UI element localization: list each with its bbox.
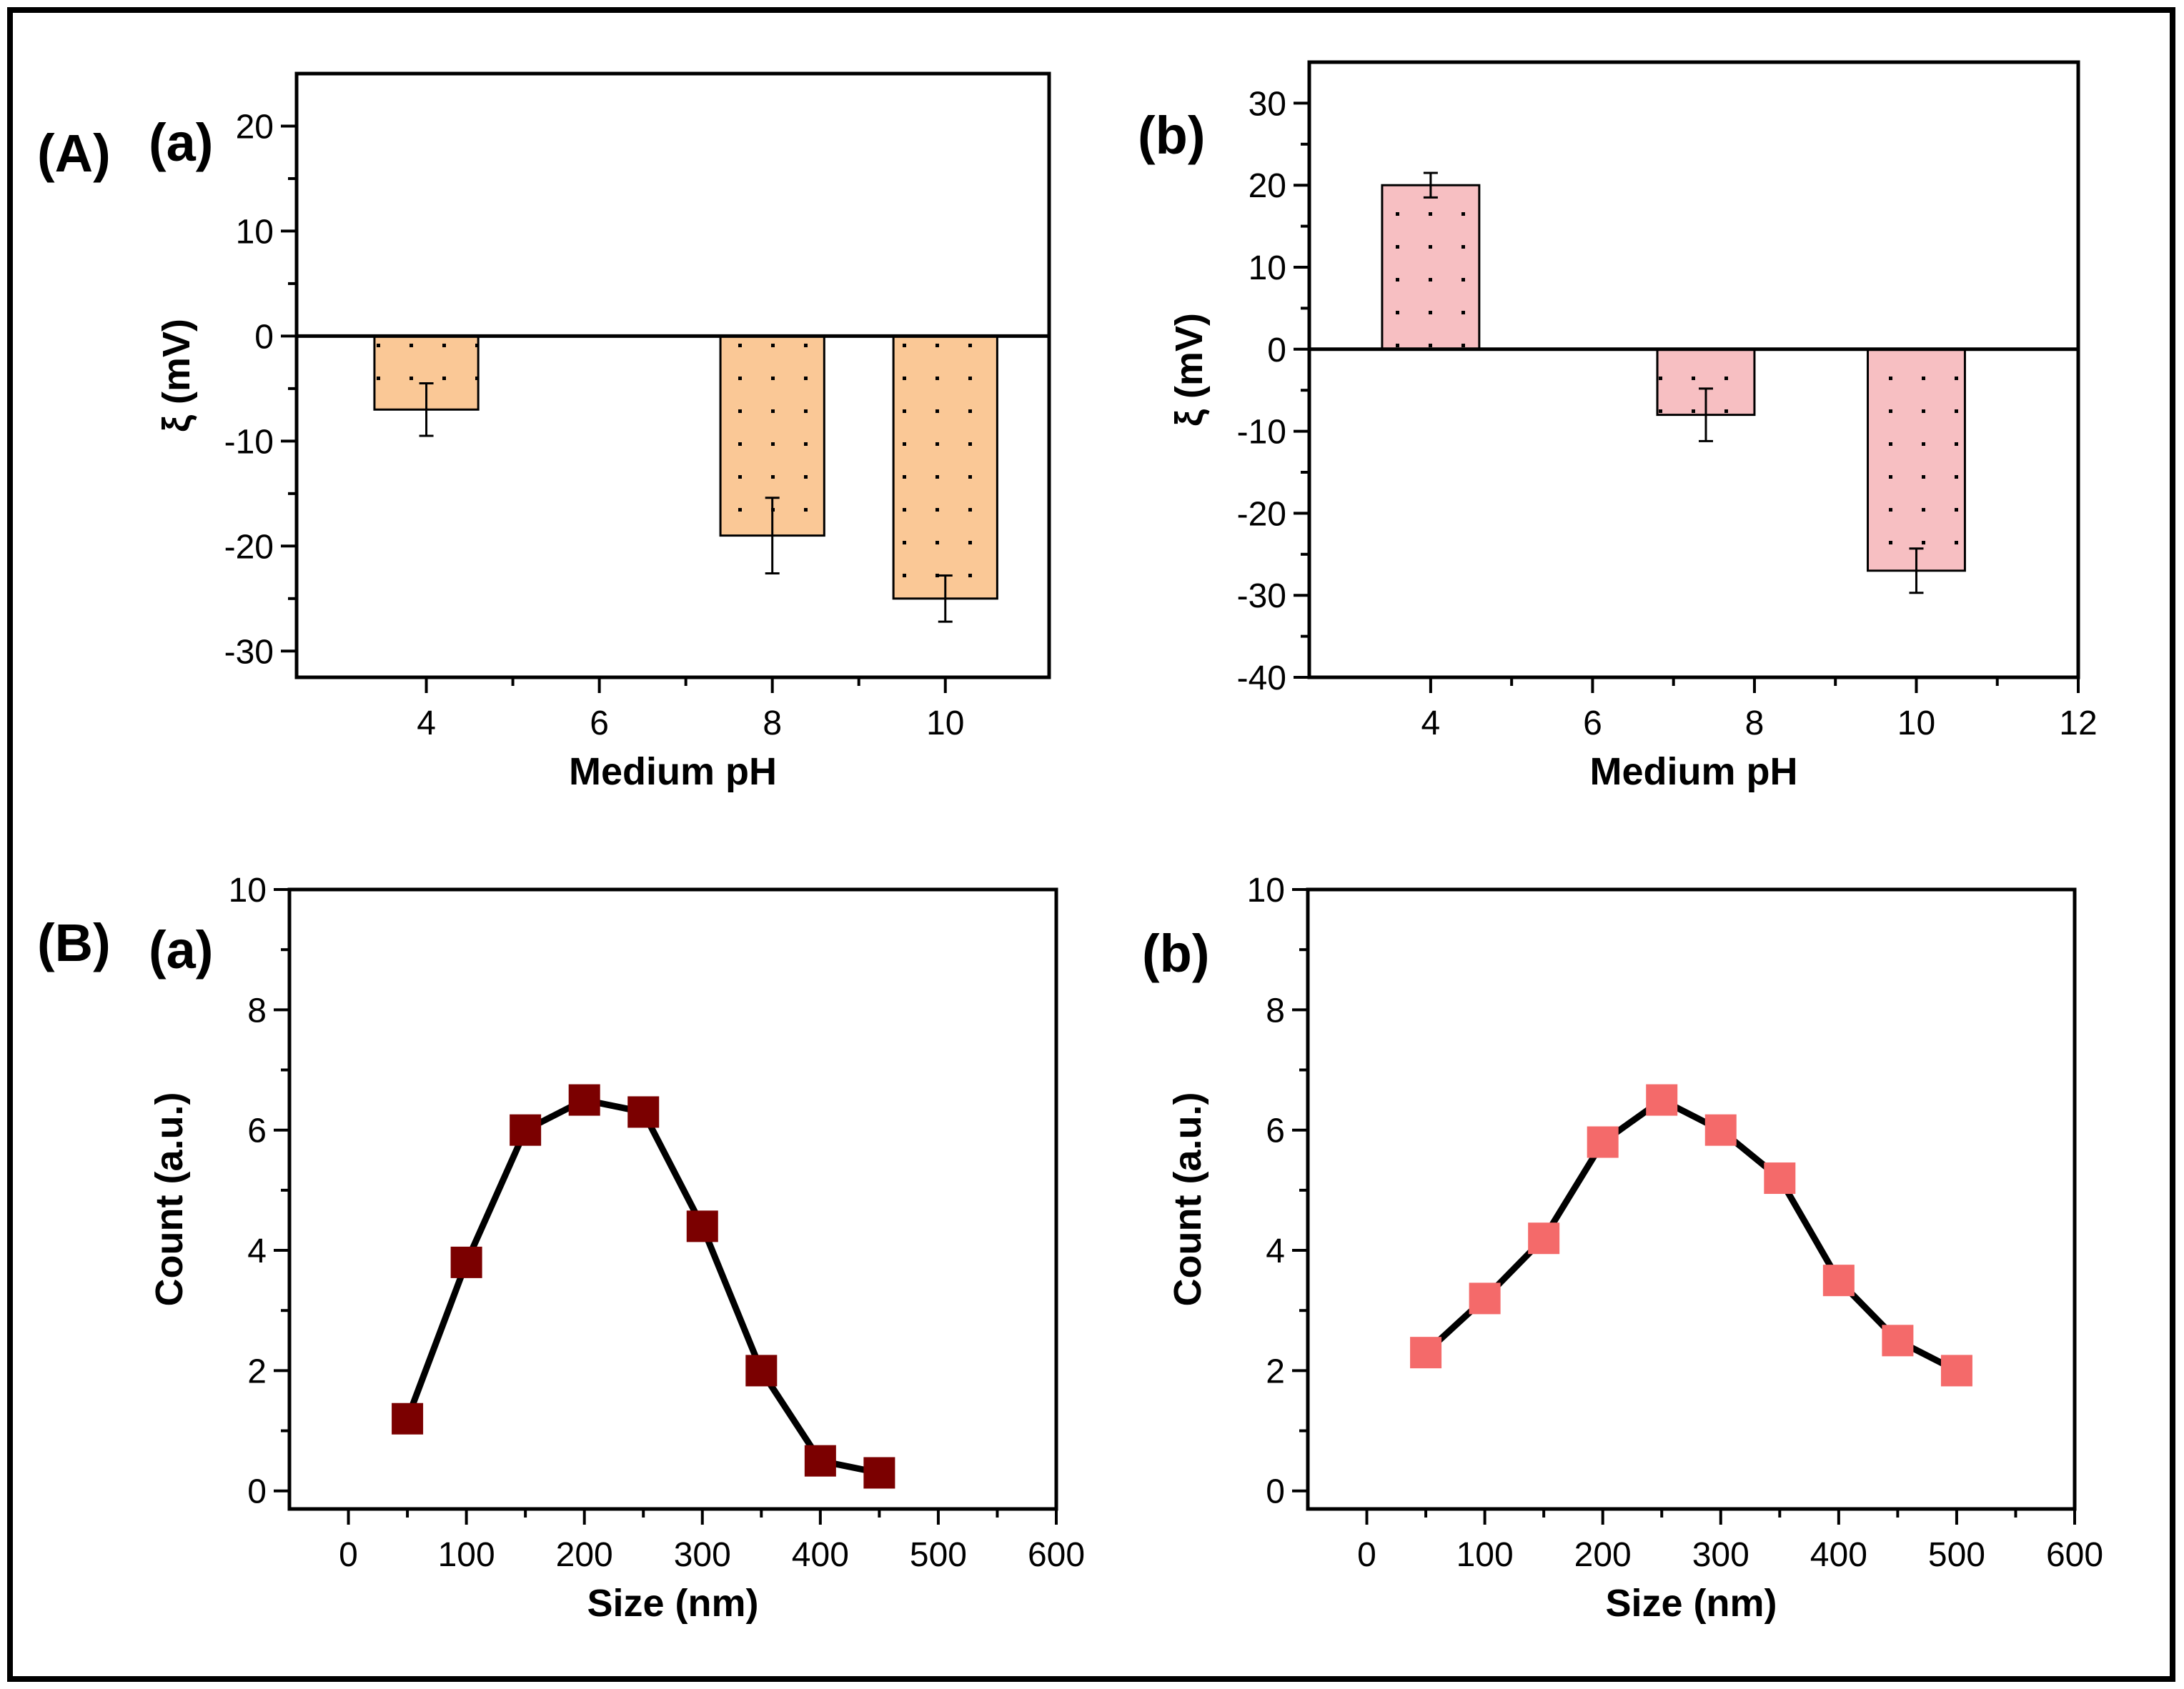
x-tick-label: 500: [1928, 1536, 1985, 1574]
y-tick-label: 10: [1247, 872, 1285, 910]
chart-A-b: 4 6 8 10 12 -40 -30 -20 -10 0 10 20 30 Medium pH ξ (mV…: [1138, 60, 2098, 793]
x-tick-label: 6: [590, 704, 609, 742]
data-point: [450, 1246, 482, 1278]
data-point: [1940, 1355, 1972, 1387]
chart-B-a: 0 100 200 300 400 500 600 0 2 4 6 8 10 Size (nm) Count…: [148, 872, 1085, 1625]
data-point: [1469, 1282, 1501, 1315]
plot-frame: [294, 71, 1051, 679]
data-point: [863, 1457, 895, 1489]
y-tick-label: 10: [1249, 249, 1286, 287]
x-tick-label: 10: [1897, 704, 1935, 742]
plot-frame: [287, 887, 1058, 1511]
bar-pattern: [893, 336, 998, 599]
y-tick-label: -10: [224, 423, 274, 461]
y-tick-label: 6: [1266, 1112, 1285, 1150]
x-tick-label: 8: [763, 704, 782, 742]
x-tick-label: 500: [910, 1536, 967, 1574]
x-tick-label: 6: [1583, 704, 1602, 742]
plot-frame: [1307, 60, 2080, 679]
y-tick-label: 0: [1266, 1473, 1285, 1511]
x-tick-label: 600: [1028, 1536, 1085, 1574]
data-point: [804, 1445, 836, 1477]
y-tick-label: -40: [1237, 659, 1286, 697]
bar-pattern: [1381, 185, 1479, 349]
data-point: [510, 1114, 542, 1146]
y-tick-label: -20: [224, 528, 274, 566]
panel-label: (a): [149, 920, 213, 980]
data-point: [1528, 1222, 1560, 1255]
panel-label: (a): [149, 113, 213, 172]
data-point: [392, 1402, 424, 1435]
y-tick-label: 6: [247, 1112, 267, 1150]
y-tick-label: -20: [1237, 495, 1286, 533]
y-axis-title: ξ (mV): [155, 319, 198, 432]
y-tick-label: 10: [229, 872, 267, 910]
y-tick-label: 4: [1266, 1232, 1285, 1270]
y-tick-label: 0: [254, 318, 274, 356]
panel-label: (b): [1142, 924, 1210, 983]
data-point: [568, 1084, 600, 1116]
y-axis-title: ξ (mV): [1168, 313, 1211, 427]
y-axis-title: Count (a.u.): [1166, 1092, 1209, 1307]
data-point: [745, 1355, 778, 1387]
x-tick-label: 400: [792, 1536, 849, 1574]
x-tick-label: 100: [438, 1536, 495, 1574]
y-axis-title: Count (a.u.): [148, 1092, 191, 1307]
x-axis-title: Medium pH: [1590, 750, 1798, 793]
data-point: [627, 1096, 660, 1128]
y-tick-label: 2: [247, 1352, 267, 1390]
y-tick-label: 20: [1249, 167, 1286, 205]
group-label-A: (A): [37, 124, 111, 183]
x-tick-label: 400: [1810, 1536, 1867, 1574]
plot-frame: [1306, 887, 2077, 1511]
x-tick-label: 100: [1456, 1536, 1514, 1574]
y-tick-label: 10: [236, 213, 274, 251]
y-tick-label: -30: [1237, 577, 1286, 615]
x-tick-label: 200: [556, 1536, 613, 1574]
group-label-B: (B): [37, 913, 111, 972]
y-tick-label: -10: [1237, 414, 1286, 452]
x-axis-title: Size (nm): [587, 1582, 758, 1625]
x-axis-title: Size (nm): [1605, 1582, 1777, 1625]
x-tick-label: 4: [1421, 704, 1441, 742]
chart-B-b: 0 100 200 300 400 500 600 0 2 4 6 8 10 Size (nm) Count…: [1142, 872, 2103, 1625]
x-tick-label: 200: [1574, 1536, 1632, 1574]
y-tick-label: -30: [224, 633, 274, 671]
data-point: [1646, 1084, 1678, 1116]
chart-A-a: 4 6 8 10 -30 -20 -10 0 10 20 Medium pH ξ (mV) (a): [149, 71, 1051, 793]
y-tick-label: 30: [1249, 85, 1286, 123]
x-tick-label: 10: [926, 704, 964, 742]
data-point: [1704, 1114, 1737, 1146]
y-tick-label: 8: [247, 992, 267, 1030]
x-tick-label: 8: [1745, 704, 1764, 742]
data-point: [686, 1210, 718, 1242]
data-point: [1410, 1337, 1442, 1369]
y-tick-label: 2: [1266, 1352, 1285, 1390]
x-tick-label: 300: [1692, 1536, 1749, 1574]
series-line: [1424, 1097, 1958, 1374]
data-point: [1882, 1325, 1914, 1357]
y-tick-label: 20: [236, 108, 274, 146]
bar-pattern: [1867, 349, 1965, 571]
x-axis-title: Medium pH: [569, 750, 777, 793]
x-tick-label: 12: [2059, 704, 2097, 742]
x-tick-label: 600: [2046, 1536, 2103, 1574]
y-tick-label: 0: [247, 1473, 267, 1511]
x-tick-label: 300: [674, 1536, 731, 1574]
figure-frame: [7, 7, 2175, 1682]
data-point: [1764, 1162, 1796, 1195]
x-tick-label: 0: [339, 1536, 358, 1574]
y-tick-label: 8: [1266, 992, 1285, 1030]
panel-label: (b): [1138, 106, 1206, 165]
x-tick-label: 4: [417, 704, 436, 742]
x-tick-label: 0: [1357, 1536, 1376, 1574]
y-tick-label: 4: [247, 1232, 267, 1270]
data-point: [1587, 1126, 1619, 1158]
y-tick-label: 0: [1267, 332, 1286, 369]
data-point: [1822, 1265, 1855, 1297]
